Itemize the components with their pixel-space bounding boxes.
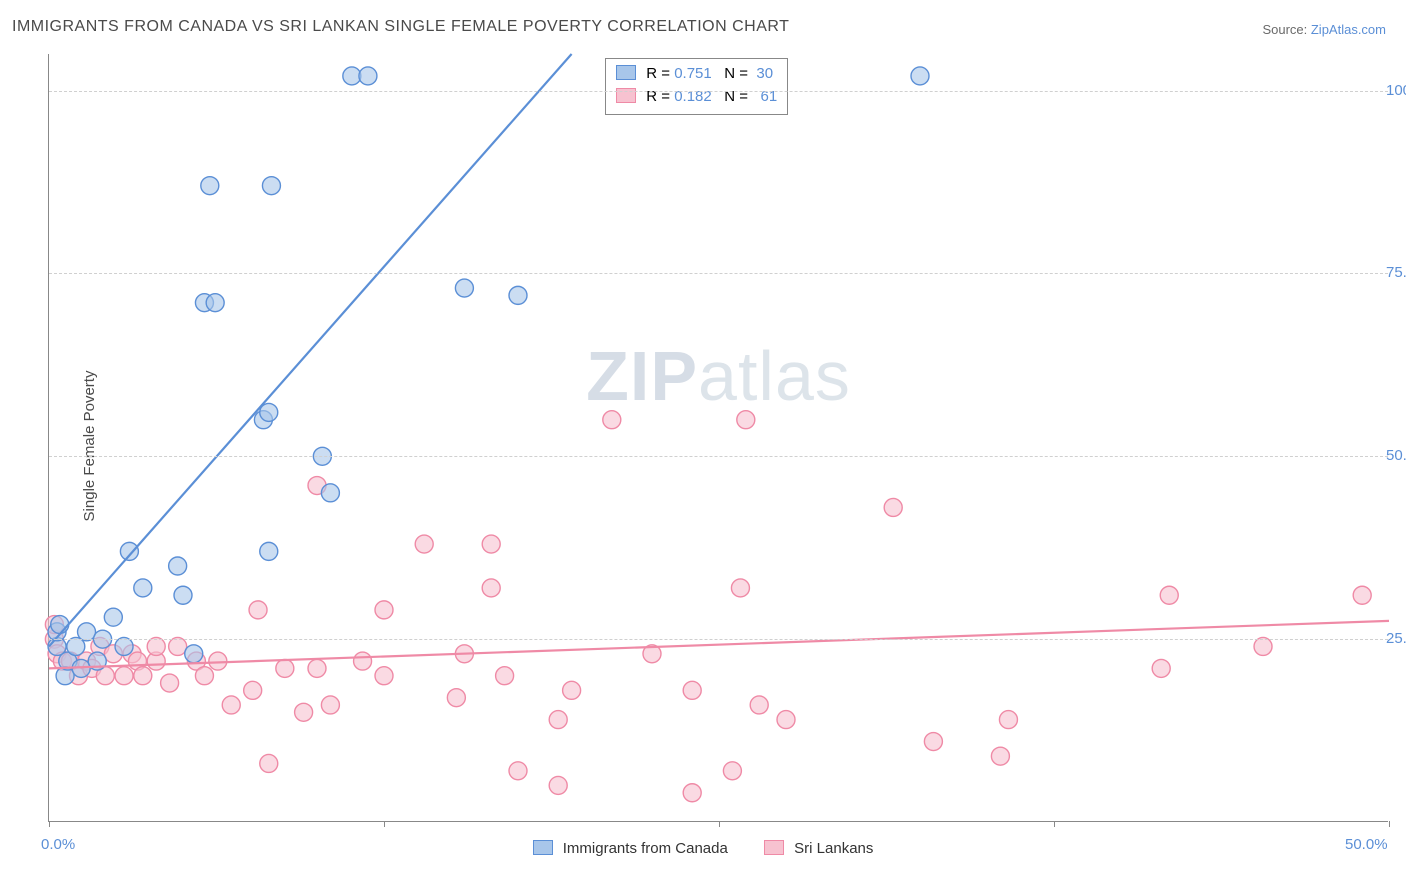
data-point <box>206 294 224 312</box>
data-point <box>115 637 133 655</box>
regression-line <box>49 621 1389 669</box>
data-point <box>683 681 701 699</box>
data-point <box>295 703 313 721</box>
legend-swatch-blue-2 <box>533 840 553 855</box>
data-point <box>78 623 96 641</box>
data-point <box>1353 586 1371 604</box>
data-point <box>147 637 165 655</box>
data-point <box>260 542 278 560</box>
legend-N-blue[interactable]: 30 <box>756 65 773 82</box>
gridline <box>49 91 1388 92</box>
data-point <box>375 601 393 619</box>
x-tick-mark <box>1054 821 1055 827</box>
data-point <box>924 733 942 751</box>
data-point <box>161 674 179 692</box>
data-point <box>260 754 278 772</box>
data-point <box>482 535 500 553</box>
legend-item-pink: Sri Lankans <box>764 840 873 857</box>
legend-N-label: N = <box>724 65 748 82</box>
y-tick-label: 25.0% <box>1380 630 1406 647</box>
data-point <box>603 411 621 429</box>
data-point <box>1152 659 1170 677</box>
data-point <box>509 762 527 780</box>
data-point <box>104 608 122 626</box>
data-point <box>262 177 280 195</box>
gridline <box>49 456 1388 457</box>
data-point <box>683 784 701 802</box>
data-point <box>455 279 473 297</box>
legend-item-blue: Immigrants from Canada <box>533 840 728 857</box>
data-point <box>321 696 339 714</box>
y-tick-label: 100.0% <box>1380 82 1406 99</box>
data-point <box>222 696 240 714</box>
data-point <box>549 776 567 794</box>
plot-svg <box>49 54 1389 822</box>
legend-R-blue[interactable]: 0.751 <box>674 65 712 82</box>
data-point <box>415 535 433 553</box>
data-point <box>51 616 69 634</box>
legend-row-pink: R = 0.182 N = 61 <box>616 86 777 109</box>
data-point <box>201 177 219 195</box>
data-point <box>343 67 361 85</box>
data-point <box>563 681 581 699</box>
legend-R-label: R = <box>646 65 670 82</box>
y-tick-label: 75.0% <box>1380 264 1406 281</box>
data-point <box>169 557 187 575</box>
legend-row-blue: R = 0.751 N = 30 <box>616 63 777 86</box>
y-tick-label: 50.0% <box>1380 447 1406 464</box>
data-point <box>549 711 567 729</box>
data-point <box>991 747 1009 765</box>
legend-correlation-box: R = 0.751 N = 30 R = 0.182 N = 61 <box>605 58 788 115</box>
data-point <box>509 286 527 304</box>
data-point <box>1254 637 1272 655</box>
data-point <box>276 659 294 677</box>
x-tick-mark <box>1389 821 1390 827</box>
source-attribution: Source: ZipAtlas.com <box>1262 22 1386 37</box>
data-point <box>244 681 262 699</box>
data-point <box>375 667 393 685</box>
data-point <box>447 689 465 707</box>
chart-title: IMMIGRANTS FROM CANADA VS SRI LANKAN SIN… <box>12 18 789 36</box>
data-point <box>496 667 514 685</box>
data-point <box>911 67 929 85</box>
data-point <box>723 762 741 780</box>
source-prefix: Source: <box>1262 22 1310 37</box>
data-point <box>308 659 326 677</box>
data-point <box>999 711 1017 729</box>
gridline <box>49 273 1388 274</box>
data-point <box>777 711 795 729</box>
data-point <box>174 586 192 604</box>
legend-series: Immigrants from Canada Sri Lankans <box>0 840 1406 857</box>
gridline <box>49 639 1388 640</box>
legend-label-blue: Immigrants from Canada <box>563 840 728 857</box>
data-point <box>884 498 902 516</box>
data-point <box>731 579 749 597</box>
data-point <box>169 637 187 655</box>
data-point <box>737 411 755 429</box>
regression-line <box>49 54 572 646</box>
data-point <box>354 652 372 670</box>
data-point <box>482 579 500 597</box>
data-point <box>185 645 203 663</box>
source-link[interactable]: ZipAtlas.com <box>1311 22 1386 37</box>
data-point <box>750 696 768 714</box>
data-point <box>134 579 152 597</box>
legend-swatch-blue <box>616 65 636 80</box>
data-point <box>195 667 213 685</box>
data-point <box>249 601 267 619</box>
legend-label-pink: Sri Lankans <box>794 840 873 857</box>
x-tick-mark <box>49 821 50 827</box>
legend-swatch-pink-2 <box>764 840 784 855</box>
data-point <box>321 484 339 502</box>
x-tick-mark <box>719 821 720 827</box>
data-point <box>359 67 377 85</box>
x-tick-mark <box>384 821 385 827</box>
data-point <box>1160 586 1178 604</box>
plot-area: ZIPatlas R = 0.751 N = 30 R = 0.182 N = … <box>48 54 1388 822</box>
data-point <box>134 667 152 685</box>
data-point <box>120 542 138 560</box>
data-point <box>115 667 133 685</box>
